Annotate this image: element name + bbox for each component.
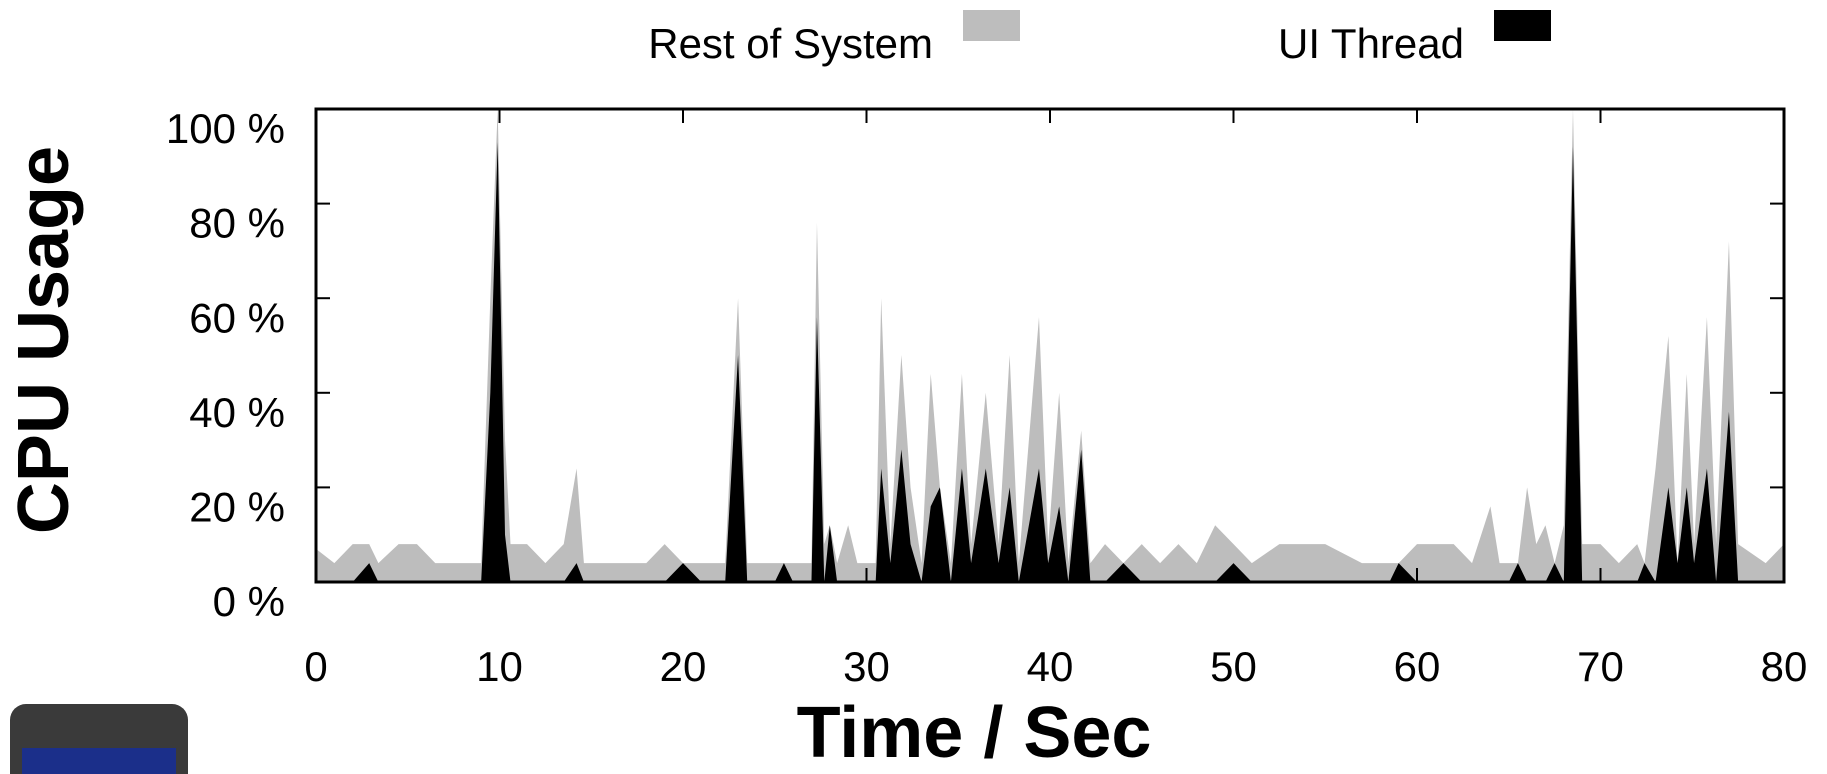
plot-frame <box>314 107 1786 584</box>
x-tick-label: 50 <box>1210 643 1257 690</box>
y-tick-label: 100 % <box>166 105 285 152</box>
y-axis-label: CPU Usage <box>4 146 84 534</box>
area <box>316 109 1784 582</box>
x-axis-label: Time / Sec <box>797 693 1152 773</box>
area <box>316 142 1784 583</box>
legend-swatch <box>1494 10 1551 41</box>
x-tick-label: 30 <box>843 643 890 690</box>
y-tick-label: 20 % <box>189 483 285 530</box>
y-tick-label: 0 % <box>213 578 285 625</box>
legend-label: Rest of System <box>648 20 933 67</box>
x-tick-label: 20 <box>660 643 707 690</box>
y-tick-label: 40 % <box>189 389 285 436</box>
legend-label: UI Thread <box>1278 20 1464 67</box>
legend-swatch <box>963 10 1020 41</box>
x-tick-label: 70 <box>1577 643 1624 690</box>
x-tick-label: 40 <box>1027 643 1074 690</box>
x-tick-label: 10 <box>476 643 523 690</box>
y-tick-label: 80 % <box>189 200 285 247</box>
y-tick-label: 60 % <box>189 294 285 341</box>
x-tick-label: 60 <box>1394 643 1441 690</box>
phone-icon <box>10 704 188 774</box>
x-tick-label: 0 <box>304 643 327 690</box>
phone-screen <box>22 748 176 774</box>
x-tick-label: 80 <box>1761 643 1808 690</box>
